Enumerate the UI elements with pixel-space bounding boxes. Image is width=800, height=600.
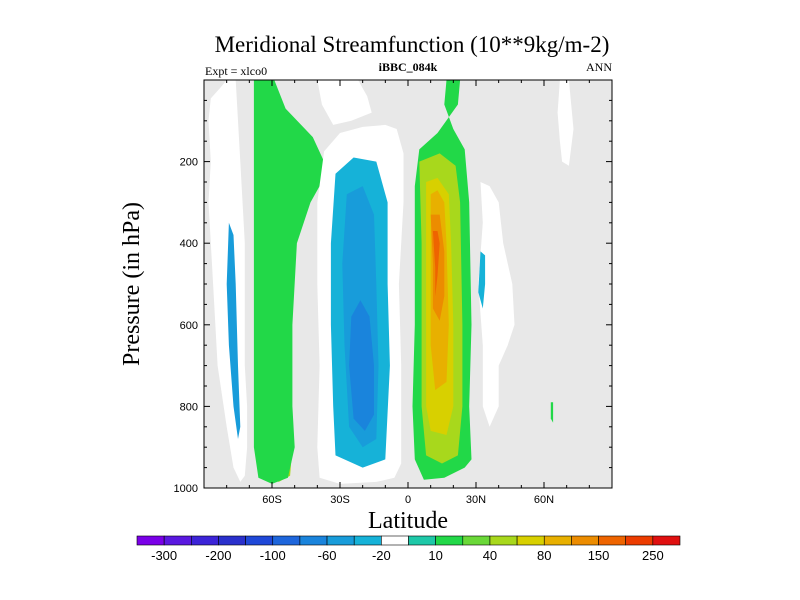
colorbar-swatch xyxy=(381,535,409,546)
colorbar-label: -100 xyxy=(260,548,286,563)
colorbar-swatch xyxy=(625,535,654,546)
colorbar-swatch xyxy=(191,535,219,546)
colorbar-label: 80 xyxy=(537,548,551,563)
colorbar-swatch xyxy=(598,535,626,546)
colorbar-swatch xyxy=(326,535,355,546)
colorbar-swatch xyxy=(245,535,274,546)
colorbar-swatch xyxy=(543,535,572,546)
contour-stratospheric-cell xyxy=(317,80,372,125)
contour-ferrel-cell-edge xyxy=(253,80,325,484)
x-axis: 60S 30S 0 30N 60N xyxy=(203,80,613,506)
colorbar-swatch xyxy=(218,535,246,546)
case-label: iBBC_084k xyxy=(379,60,438,74)
colorbar-swatch xyxy=(489,535,518,546)
colorbar-label: -200 xyxy=(205,548,231,563)
experiment-label: Expt = xlco0 xyxy=(205,64,267,78)
contour-nh-stratospheric-strip xyxy=(557,80,574,166)
season-label: ANN xyxy=(586,60,612,74)
x-tick-label: 30S xyxy=(330,494,350,506)
chart-title: Meridional Streamfunction (10**9kg/m-2) xyxy=(215,32,610,57)
x-tick-label: 30N xyxy=(466,494,486,506)
colorbar-label: -300 xyxy=(151,548,177,563)
colorbar-label: 40 xyxy=(483,548,497,563)
colorbar-label: -60 xyxy=(318,548,337,563)
y-tick-label: 800 xyxy=(180,401,198,413)
colorbar-label: 10 xyxy=(428,548,442,563)
colorbar-swatch xyxy=(516,535,545,546)
colorbar-swatch xyxy=(652,535,681,546)
y-tick-label: 400 xyxy=(180,238,198,250)
colorbar-swatch xyxy=(353,535,382,546)
contour-cells xyxy=(208,80,574,484)
contour-nh-small-feature xyxy=(550,402,554,423)
colorbar-swatch xyxy=(163,535,192,546)
y-axis-label: Pressure (in hPa) xyxy=(119,202,145,366)
colorbar-label: -20 xyxy=(372,548,391,563)
colorbar-swatch xyxy=(136,535,165,546)
colorbar-label: 150 xyxy=(588,548,610,563)
y-tick-label: 1000 xyxy=(174,483,198,495)
x-tick-label: 0 xyxy=(405,494,411,506)
x-tick-label: 60N xyxy=(534,494,554,506)
colorbar: -300 -200 -100 -60 -20 10 40 80 150 250 xyxy=(136,535,681,563)
colorbar-swatch xyxy=(571,535,599,546)
x-tick-label: 60S xyxy=(262,494,282,506)
colorbar-swatch xyxy=(272,535,301,546)
contour-nh-ferrel-cell xyxy=(478,182,515,427)
y-axis: 200 400 600 800 1000 xyxy=(174,99,612,495)
y-tick-label: 200 xyxy=(180,157,198,169)
colorbar-swatch xyxy=(435,535,464,546)
colorbar-label: 250 xyxy=(642,548,664,563)
y-tick-label: 600 xyxy=(180,320,198,332)
colorbar-swatch xyxy=(462,535,491,546)
x-axis-label: Latitude xyxy=(368,508,448,534)
contour-sh-hadley-cell-core xyxy=(349,300,374,431)
colorbar-swatch xyxy=(408,535,436,546)
contour-sh-polar-cell-core xyxy=(226,222,241,439)
colorbar-swatch xyxy=(299,535,328,546)
contour-nh-ferrel-cell-core xyxy=(478,251,486,309)
contour-nh-hadley-cell-150 xyxy=(432,231,440,297)
